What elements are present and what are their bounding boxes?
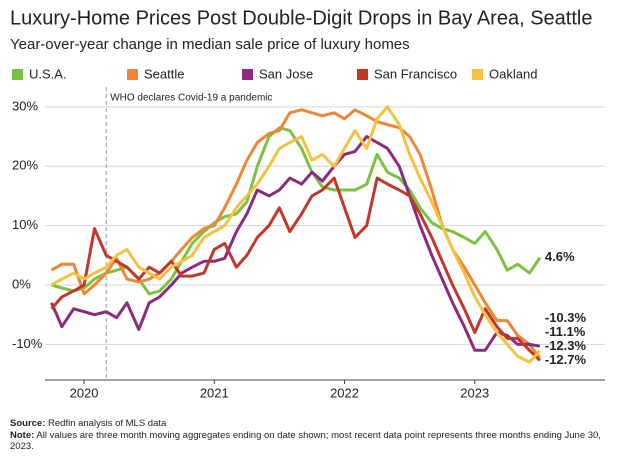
source-label: Source:: [10, 418, 46, 429]
x-tick-label: 2022: [330, 385, 359, 400]
legend-swatch: [472, 69, 483, 80]
source: Source: Redfin analysis of MLS data: [10, 418, 610, 430]
note-text: All values are three month moving aggreg…: [10, 429, 601, 453]
annotation-text: WHO declares Covid-19 a pandemic: [110, 93, 272, 104]
source-text: Redfin analysis of MLS data: [48, 418, 167, 429]
legend-label: San Jose: [259, 66, 313, 81]
chart-subtitle: Year-over-year change in median sale pri…: [10, 36, 410, 53]
x-tick-label: 2021: [200, 385, 229, 400]
series-line: [50, 135, 541, 352]
note-label: Note:: [10, 429, 35, 441]
chart: Luxury-Home Prices Post Double-Digit Dro…: [10, 7, 605, 400]
series-line: [50, 105, 542, 364]
note: Note: All values are three month moving …: [10, 430, 610, 453]
y-tick-label: 30%: [12, 98, 38, 113]
chart-title: Luxury-Home Prices Post Double-Digit Dro…: [10, 7, 592, 29]
legend-swatch: [357, 69, 368, 80]
end-label: -11.1%: [545, 324, 586, 339]
y-tick-label: 20%: [12, 158, 38, 173]
y-tick-label: 10%: [12, 217, 38, 232]
y-tick-label: 0%: [12, 276, 31, 291]
legend-swatch: [127, 69, 138, 80]
legend-label: Oakland: [489, 66, 537, 81]
series-line: [50, 176, 541, 362]
footnotes: Source: Redfin analysis of MLS data Note…: [10, 418, 610, 453]
legend-swatch: [242, 69, 253, 80]
end-label: -12.7%: [545, 352, 587, 367]
legend-label: U.S.A.: [29, 66, 67, 81]
x-tick-label: 2023: [460, 385, 489, 400]
series-line: [50, 108, 542, 359]
legend-swatch: [12, 69, 23, 80]
y-tick-label: -10%: [12, 336, 43, 351]
end-label: 4.6%: [545, 249, 575, 264]
end-label: -12.3%: [545, 338, 587, 353]
end-label: -10.3%: [545, 310, 587, 325]
legend-label: San Francisco: [374, 66, 457, 81]
legend-label: Seattle: [144, 66, 184, 81]
x-tick-label: 2020: [70, 385, 99, 400]
